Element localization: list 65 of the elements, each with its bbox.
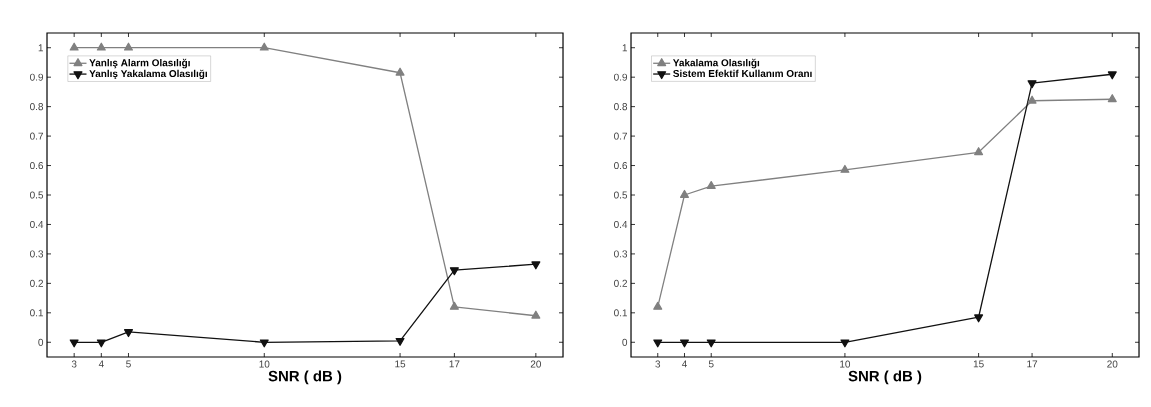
point <box>96 42 106 51</box>
point <box>259 339 269 348</box>
point <box>653 339 663 348</box>
y-tick-label: 0.6 <box>30 162 44 170</box>
y-tick-label: 0.1 <box>30 309 44 317</box>
point <box>69 42 79 51</box>
x-tick-label: 10 <box>840 360 851 368</box>
y-tick-label: 0.8 <box>30 103 44 111</box>
point <box>840 164 850 173</box>
legend-label: Yanlış Alarm Olasılığı <box>89 58 190 69</box>
x-tick-label: 17 <box>1027 360 1038 368</box>
x-tick-label: 3 <box>655 360 661 368</box>
y-tick-label: 0 <box>622 338 628 346</box>
point <box>1027 95 1037 104</box>
x-tick-label: 17 <box>449 360 460 368</box>
y-tick-label: 0.4 <box>30 220 44 228</box>
y-tick-label: 0.2 <box>614 279 627 287</box>
x-tick-label: 10 <box>259 360 270 368</box>
x-tick-label: 5 <box>708 360 714 368</box>
point <box>974 147 984 156</box>
point <box>449 267 459 276</box>
legend-label: Sistem Efektif Kullanım Oranı <box>673 69 812 77</box>
y-tick-label: 0.7 <box>614 132 627 140</box>
x-tick-label: 5 <box>126 360 131 368</box>
point <box>123 329 134 338</box>
y-tick-label: 0.9 <box>614 73 628 81</box>
legend-label: Yakalama Olasılığı <box>672 58 760 69</box>
y-tick-label: 0.9 <box>30 73 44 81</box>
legend-label: Yanlış Yakalama Olasılığı <box>89 69 207 80</box>
y-tick-label: 0.2 <box>30 279 43 287</box>
point <box>531 261 541 270</box>
y-tick-label: 0.7 <box>30 132 43 140</box>
point <box>706 339 716 348</box>
x-tick-label: 3 <box>71 360 77 368</box>
y-tick-label: 0.5 <box>614 191 628 199</box>
y-tick-label: 0.6 <box>614 162 628 170</box>
point <box>840 339 850 348</box>
point <box>679 339 690 348</box>
y-tick-label: 0.4 <box>614 220 628 228</box>
point <box>69 339 79 348</box>
point <box>395 67 405 76</box>
y-tick-label: 0.3 <box>614 250 628 258</box>
y-tick-label: 0.5 <box>30 191 44 199</box>
point <box>259 42 269 51</box>
x-tick-label: 15 <box>395 360 406 368</box>
y-tick-label: 1 <box>38 44 44 52</box>
x-tick-label: 20 <box>530 360 542 368</box>
y-tick-label: 0.1 <box>614 309 628 317</box>
point <box>96 339 106 348</box>
point <box>974 314 984 323</box>
point <box>1107 94 1117 103</box>
point <box>679 189 690 198</box>
y-tick-label: 0 <box>38 338 44 346</box>
y-tick-label: 0.3 <box>30 250 44 258</box>
y-tick-label: 1 <box>622 44 628 52</box>
x-axis-title: SNR ( dB ) <box>848 370 922 385</box>
x-tick-label: 4 <box>681 360 687 368</box>
x-tick-label: 20 <box>1107 360 1118 368</box>
point <box>123 42 134 51</box>
y-tick-label: 0.8 <box>614 103 628 111</box>
point <box>395 337 405 346</box>
x-tick-label: 15 <box>973 360 984 368</box>
x-tick-label: 4 <box>98 360 104 368</box>
x-axis-title: SNR ( dB ) <box>268 370 342 385</box>
point <box>706 181 716 190</box>
